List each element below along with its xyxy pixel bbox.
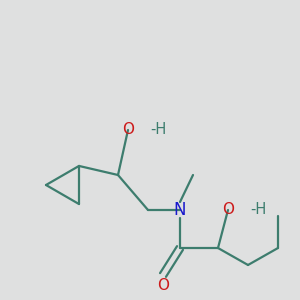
Text: -H: -H: [150, 122, 166, 137]
Text: O: O: [157, 278, 169, 292]
Text: O: O: [222, 202, 234, 217]
Text: O: O: [122, 122, 134, 137]
Text: N: N: [174, 201, 186, 219]
Text: -H: -H: [250, 202, 266, 217]
